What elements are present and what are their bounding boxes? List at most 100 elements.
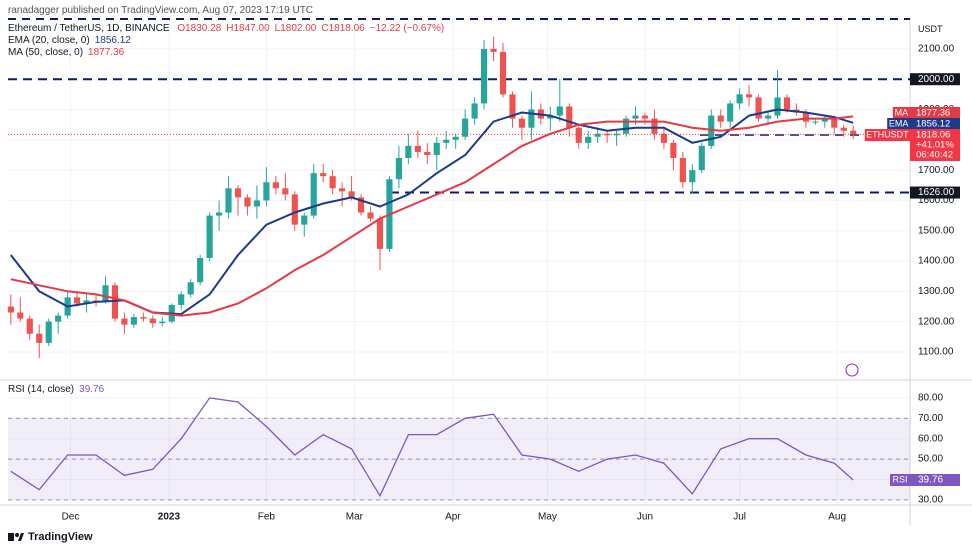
symbol-title: Ethereum / TetherUS, 1D, BINANCE [8, 23, 170, 34]
tag-name: EMA [889, 118, 909, 128]
tag-box [910, 473, 960, 486]
ohlc: −12.22 (−0.67%) [369, 23, 445, 34]
candle-body [632, 115, 639, 119]
tag-name-box [892, 107, 910, 119]
candle-body [291, 194, 298, 225]
y-tick-label: 2100.00 [918, 44, 955, 55]
candle-body [159, 321, 166, 324]
tag-value: 1877.36 [916, 108, 950, 119]
candle-body [755, 97, 762, 119]
candle-body [310, 173, 317, 216]
x-tick-label: Dec [62, 512, 80, 523]
candle-body [263, 182, 270, 201]
candle-body [821, 118, 828, 122]
x-tick-label: Jun [637, 512, 653, 523]
x-tick-label: 2023 [158, 512, 181, 523]
candle-body [509, 94, 516, 119]
candle-body [225, 188, 232, 213]
candle-body [329, 176, 336, 189]
candle-body [613, 133, 620, 136]
y-tick-label: 1400.00 [918, 256, 955, 267]
candle-body [641, 115, 649, 119]
legend-name: MA (50, close, 0) [8, 47, 84, 58]
candle-body [840, 127, 847, 131]
candle-body [234, 188, 242, 198]
y-tick-label: 1500.00 [918, 225, 955, 236]
candle-body [556, 106, 563, 116]
candle-body [55, 315, 62, 322]
legend-name: RSI (14, close) [8, 384, 75, 395]
level-tag-label: 1626.00 [918, 187, 955, 198]
candle-body [689, 170, 696, 183]
tag-box [910, 129, 960, 161]
candle-body [746, 94, 753, 98]
tag-box [910, 118, 960, 130]
ohlc: C1818.06 [321, 23, 365, 34]
x-tick-label: Mar [346, 512, 364, 523]
x-tick-label: Jul [733, 512, 746, 523]
logo [8, 533, 24, 541]
alert-icon [845, 363, 859, 377]
candle-body [215, 212, 223, 216]
candle-body [812, 121, 819, 123]
tag-name-box [887, 118, 910, 130]
symbol-legend: Ethereum / TetherUS, 1D, BINANCE O1830.2… [8, 23, 449, 34]
x-tick-label: Apr [445, 512, 461, 523]
candle-body [443, 139, 450, 143]
candle-body [717, 115, 724, 122]
candle-body [178, 294, 185, 305]
candle-body [433, 142, 440, 155]
published-note: ranadagger published on TradingView.com,… [8, 5, 314, 16]
candle-body [783, 97, 791, 110]
footer: TradingView [8, 531, 98, 543]
candle-body [471, 103, 478, 119]
tag-box [910, 107, 960, 119]
tag-name: ETHUSDT [866, 129, 909, 139]
y-tick-label: 1200.00 [918, 316, 955, 327]
candle-body [367, 212, 374, 219]
candle-body [26, 318, 33, 334]
brand: TradingView [28, 531, 93, 543]
candle-body [670, 142, 677, 158]
candle-body [395, 158, 402, 180]
candle-body [187, 282, 194, 295]
candle-body [83, 300, 90, 304]
candle-body [424, 151, 431, 155]
ohlc: O1830.28 [177, 23, 222, 34]
x-tick-label: Aug [828, 512, 846, 523]
candle-body [566, 106, 573, 128]
candle-body [74, 297, 81, 304]
x-tick-label: May [538, 512, 557, 523]
candle-body [253, 200, 261, 207]
legend-value: 1856.12 [94, 35, 131, 46]
level-tag [910, 186, 960, 199]
ema-legend: EMA (20, close, 0) 1856.12 [8, 35, 136, 46]
tag-name-box [890, 473, 910, 486]
y-tick-label: 60.00 [918, 433, 943, 444]
candle-body [481, 48, 488, 104]
candle-body [575, 127, 582, 143]
tag-value: 39.76 [918, 475, 943, 486]
candle-body [7, 306, 14, 313]
candle-body [547, 115, 554, 119]
candle-body [282, 188, 289, 195]
tag-value: +41.01% [916, 140, 954, 151]
candle-body [320, 173, 327, 177]
ma-legend: MA (50, close, 0) 1877.36 [8, 47, 129, 58]
candle-body [708, 115, 715, 146]
y-tick-label: 1100.00 [918, 347, 954, 358]
candle-body [736, 94, 743, 104]
y-tick-label: 50.00 [918, 454, 943, 465]
candle-body [850, 130, 857, 135]
candle-body [149, 318, 156, 324]
candle-body [585, 136, 592, 143]
candle-body [528, 109, 535, 128]
candle-body [414, 145, 421, 152]
candle-body [272, 182, 279, 189]
tag-name: MA [895, 107, 909, 117]
tag-name: RSI [892, 474, 907, 484]
ohlc: L1802.00 [274, 23, 317, 34]
candle-body [452, 136, 459, 140]
